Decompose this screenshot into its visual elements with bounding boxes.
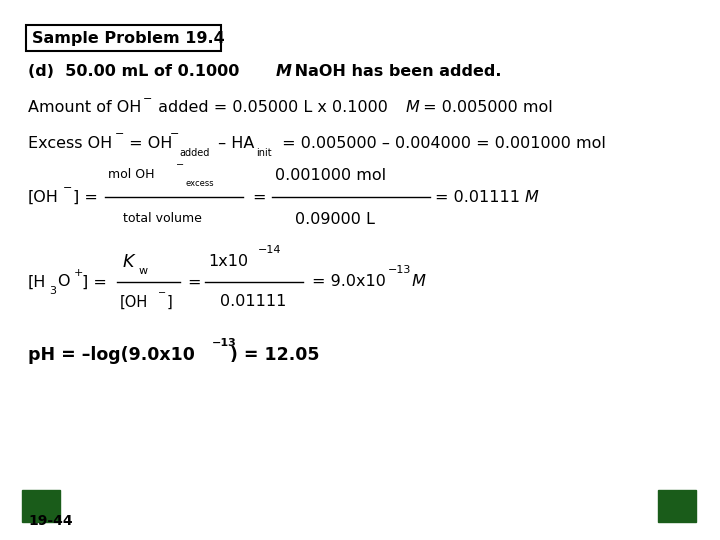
Text: 19-44: 19-44 [28, 514, 73, 528]
Text: [OH: [OH [28, 190, 59, 205]
Text: [OH: [OH [120, 294, 148, 309]
Text: −: − [170, 129, 179, 139]
Text: (d)  50.00 mL of 0.1000: (d) 50.00 mL of 0.1000 [28, 64, 245, 79]
Text: −13: −13 [212, 338, 237, 348]
Text: −: − [63, 183, 73, 193]
Text: M: M [525, 190, 539, 205]
Text: total volume: total volume [123, 213, 202, 226]
Text: Amount of OH: Amount of OH [28, 100, 141, 116]
Text: −: − [115, 129, 125, 139]
Text: = OH: = OH [124, 136, 172, 151]
Text: 0.001000 mol: 0.001000 mol [275, 167, 386, 183]
Text: mol OH: mol OH [108, 168, 155, 181]
Text: O: O [57, 274, 70, 289]
Text: NaOH has been added.: NaOH has been added. [289, 64, 502, 79]
Text: added = 0.05000 L x 0.1000: added = 0.05000 L x 0.1000 [153, 100, 393, 116]
Text: 1x10: 1x10 [208, 254, 248, 269]
Text: K: K [123, 253, 135, 271]
Text: w: w [139, 266, 148, 276]
Text: M: M [407, 274, 426, 289]
Text: −14: −14 [258, 245, 282, 255]
Text: ] =: ] = [73, 190, 98, 205]
Text: −13: −13 [388, 265, 411, 275]
FancyBboxPatch shape [658, 490, 696, 522]
Text: 3: 3 [49, 286, 56, 296]
Text: = 0.005000 – 0.004000 = 0.001000 mol: = 0.005000 – 0.004000 = 0.001000 mol [277, 136, 606, 151]
Text: −: − [176, 160, 184, 170]
Text: ] =: ] = [82, 274, 107, 289]
Text: Sample Problem 19.4: Sample Problem 19.4 [32, 30, 225, 45]
Text: +: + [74, 268, 84, 278]
Text: −: − [158, 288, 166, 298]
Text: M: M [406, 100, 420, 116]
Text: = 0.01111: = 0.01111 [435, 190, 525, 205]
Text: =: = [187, 274, 200, 289]
Text: 0.01111: 0.01111 [220, 294, 287, 309]
Text: =: = [252, 190, 266, 205]
Text: excess: excess [186, 179, 215, 187]
Text: M: M [276, 64, 292, 79]
FancyBboxPatch shape [22, 490, 60, 522]
Text: = 9.0x10: = 9.0x10 [312, 274, 386, 289]
Text: ]: ] [167, 294, 173, 309]
Text: init: init [256, 148, 271, 158]
Text: pH = –log(9.0x10: pH = –log(9.0x10 [28, 346, 195, 364]
Text: Excess OH: Excess OH [28, 136, 112, 151]
Text: −: − [143, 94, 153, 104]
Text: – HA: – HA [213, 136, 254, 151]
Text: = 0.005000 mol: = 0.005000 mol [418, 100, 553, 116]
Text: 0.09000 L: 0.09000 L [295, 212, 375, 226]
Text: ) = 12.05: ) = 12.05 [230, 346, 320, 364]
Text: added: added [179, 148, 210, 158]
Text: [H: [H [28, 274, 46, 289]
